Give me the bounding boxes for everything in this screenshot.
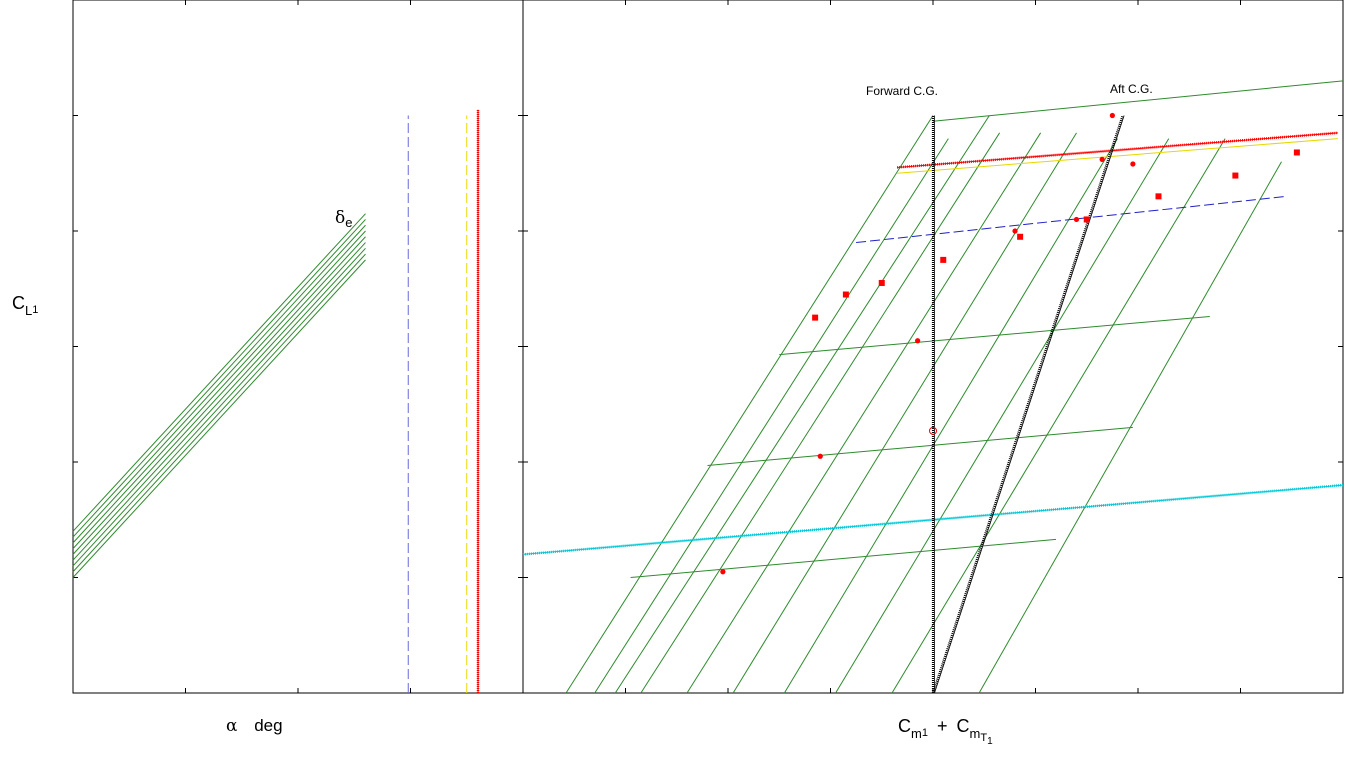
alpha-line-4	[686, 132, 1042, 694]
cl-line-2	[779, 315, 1210, 356]
series-line-8	[72, 213, 366, 532]
cl-line-3	[932, 80, 1344, 122]
y-axis-label: CL1	[12, 293, 39, 318]
plot-frame	[72, 0, 524, 694]
series-line-3	[72, 242, 366, 561]
alpha-line-1	[594, 138, 949, 694]
alpha-line-8	[891, 138, 1226, 694]
aft-cg-label: Aft C.G.	[1110, 82, 1153, 96]
data-point-square	[1155, 193, 1162, 200]
forward-cg-label: Forward C.G.	[866, 84, 939, 98]
right-panel	[522, 0, 1344, 694]
tail-line-1-core	[897, 132, 1338, 168]
alpha-line-2	[614, 115, 990, 694]
series-line-2	[72, 247, 366, 567]
data-point-circle	[1130, 161, 1136, 167]
data-point-square	[1293, 149, 1300, 156]
data-point-circle	[720, 569, 726, 575]
series-line-0	[72, 259, 366, 578]
tail-line-3	[856, 195, 1287, 244]
left-panel	[72, 0, 524, 694]
alpha-line-7	[835, 138, 1170, 694]
data-point-square	[812, 314, 819, 321]
cl-line-0	[630, 538, 1057, 578]
series-line-4	[72, 236, 366, 555]
alpha-symbol: α	[226, 716, 238, 736]
alpha-line-5	[732, 132, 1077, 694]
data-point-square	[878, 279, 885, 286]
series-line-5	[72, 230, 366, 549]
tail-line-2	[897, 138, 1338, 174]
series-line-1	[72, 253, 366, 573]
x-axis-label-left: α deg	[226, 716, 283, 736]
data-point-circle	[1099, 156, 1105, 162]
delta-e-label: δe	[335, 208, 353, 230]
x-axis-unit: deg	[254, 716, 283, 735]
data-point-circle	[915, 338, 921, 344]
series-line-7	[72, 219, 366, 538]
data-point-circle	[1109, 112, 1115, 119]
x-axis-label-right: Cm1 + CmT1	[898, 716, 993, 747]
cg-line-edge-1	[934, 115, 1125, 694]
cg-line-1	[931, 115, 1124, 694]
data-point-square	[1083, 216, 1090, 223]
data-point-circle	[1073, 216, 1080, 223]
tail-line-0-core	[522, 484, 1344, 555]
cl-line-1	[707, 426, 1133, 466]
series-line-6	[72, 224, 366, 544]
data-point-square	[842, 291, 849, 298]
data-point-circle	[817, 453, 823, 459]
alpha-line-3	[640, 132, 1001, 694]
alpha-line-6	[783, 138, 1118, 694]
alpha-line-0	[565, 115, 934, 694]
data-point-circle	[1012, 228, 1018, 234]
data-point-open	[929, 426, 937, 435]
data-point-square	[940, 256, 947, 263]
data-point-square	[1232, 172, 1239, 179]
data-point-square	[1017, 233, 1024, 240]
